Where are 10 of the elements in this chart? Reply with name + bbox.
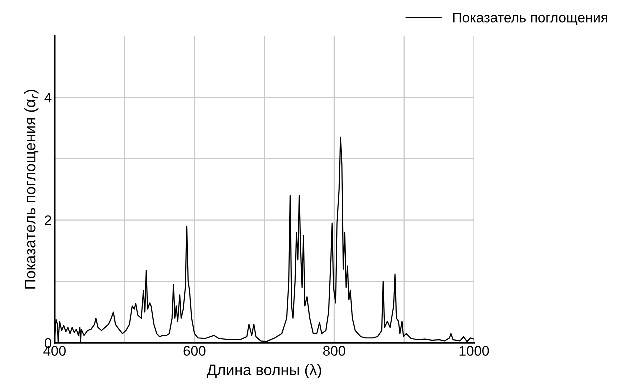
x-axis-title: Длина волны (λ) (206, 364, 322, 379)
x-tick-label: 400 (44, 346, 66, 356)
y-tick-label: 2 (45, 216, 52, 226)
legend-label: Показатель поглощения (453, 13, 608, 26)
x-tick-label: 600 (184, 346, 206, 356)
y-tick-label: 4 (44, 93, 52, 103)
y-axis-title: Показатель поглощения (α$_{r}$) (24, 90, 39, 289)
x-tick-label: 1000 (460, 346, 490, 356)
x-tick-label: 800 (323, 346, 346, 356)
y-tick-label: 0 (44, 338, 52, 348)
